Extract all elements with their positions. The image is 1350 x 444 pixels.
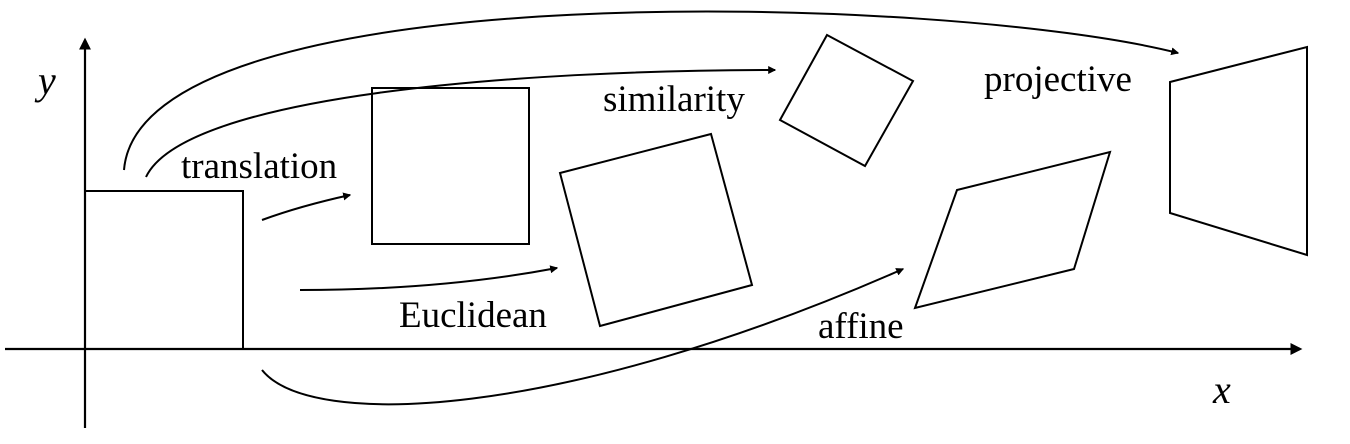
similarity-square — [778, 33, 915, 168]
x-axis-label: x — [1212, 367, 1231, 412]
affine-arrow — [261, 268, 905, 406]
affine-parallelogram — [913, 150, 1112, 310]
euclidean-arrow — [299, 265, 559, 291]
y-axis-label: y — [34, 58, 56, 103]
projective-label: projective — [984, 59, 1132, 100]
translation-arrow — [261, 192, 352, 221]
translation-label: translation — [181, 146, 337, 187]
translated-square — [371, 87, 530, 245]
similarity-label: similarity — [603, 79, 745, 120]
affine-label: affine — [818, 306, 904, 347]
projective-quadrilateral — [1169, 45, 1308, 257]
projective-arrow — [123, 10, 1180, 171]
euclidean-square — [558, 132, 754, 328]
euclidean-label: Euclidean — [399, 295, 547, 336]
similarity-arrow — [145, 66, 777, 178]
original-square — [84, 190, 244, 350]
